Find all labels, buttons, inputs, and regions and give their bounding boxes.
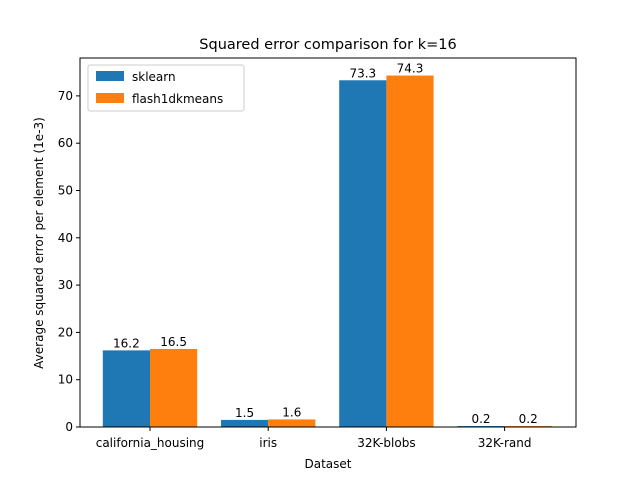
- legend-box: [87, 64, 245, 112]
- x-tick-label: california_housing: [96, 436, 205, 450]
- legend-swatch-sklearn: [96, 71, 124, 81]
- data-label: 1.6: [282, 405, 301, 419]
- y-tick-label: 40: [58, 231, 73, 245]
- bar-sklearn-32K-blobs: [339, 80, 387, 428]
- bar-sklearn-iris: [221, 419, 269, 427]
- y-tick-label: 70: [58, 89, 73, 103]
- data-label: 16.2: [113, 336, 140, 350]
- x-tick-label: 32K-rand: [478, 436, 532, 450]
- legend-swatch-flash1dkmeans: [96, 93, 124, 103]
- data-label: 0.2: [519, 412, 538, 426]
- data-label: 73.3: [349, 66, 376, 80]
- y-tick-label: 50: [58, 183, 73, 197]
- y-tick-label: 10: [58, 373, 73, 387]
- data-label: 0.2: [471, 412, 490, 426]
- chart-title: Squared error comparison for k=16: [199, 37, 456, 53]
- y-tick-label: 60: [58, 136, 73, 150]
- data-label: 1.5: [235, 406, 254, 420]
- x-axis-label: Dataset: [305, 457, 352, 471]
- x-tick-label: iris: [259, 436, 277, 450]
- bar-sklearn-california_housing: [102, 350, 150, 427]
- x-tick-label: 32K-blobs: [357, 436, 415, 450]
- y-axis-label: Average squared error per element (1e-3): [32, 117, 46, 369]
- bar-flash1dkmeans-california_housing: [150, 348, 198, 427]
- bar-flash1dkmeans-iris: [268, 419, 316, 427]
- data-label: 74.3: [397, 62, 424, 76]
- plot-frame: [79, 57, 577, 428]
- legend-label: sklearn: [132, 70, 176, 84]
- y-tick-label: 0: [65, 420, 73, 434]
- y-tick-label: 20: [58, 325, 73, 339]
- y-tick-label: 30: [58, 278, 73, 292]
- data-label: 16.5: [160, 335, 187, 349]
- legend-label: flash1dkmeans: [132, 92, 223, 106]
- plot-area: 16.2 1.5 73.3 0.2 16.5 1.6 74.3 0.2 0 10 20 30 40 50 6…: [58, 57, 577, 450]
- bar-flash1dkmeans-32K-blobs: [386, 75, 434, 428]
